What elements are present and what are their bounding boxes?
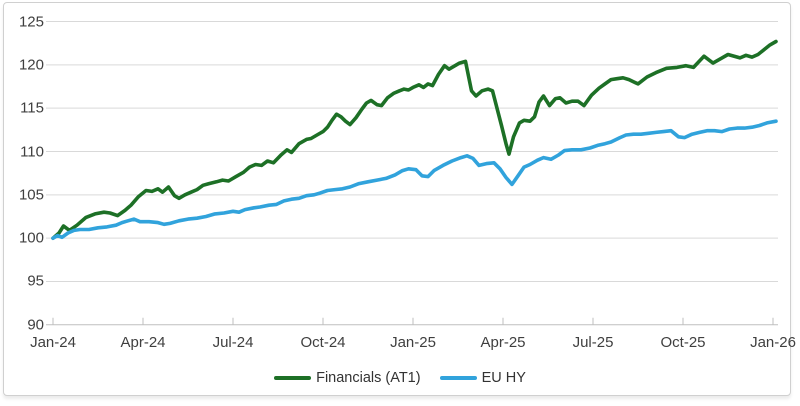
x-tick-label-Apr-24: Apr-24 xyxy=(120,334,166,351)
y-tick-label-125: 125 xyxy=(18,13,44,31)
x-tick-label-Apr-25: Apr-25 xyxy=(480,334,526,351)
legend-swatch-financials-at1 xyxy=(274,375,312,381)
y-tick-label-110: 110 xyxy=(20,143,44,160)
y-tick-label-100: 100 xyxy=(18,229,44,247)
y-tick-label-115: 115 xyxy=(20,99,44,117)
x-tick-label-Jan-26: Jan-26 xyxy=(750,334,796,351)
legend-swatch-eu-hy xyxy=(439,375,477,381)
series-line-eu-hy xyxy=(51,119,778,240)
y-tick-label-105: 105 xyxy=(18,186,44,204)
x-tick-label-Jan-24: Jan-24 xyxy=(30,334,76,351)
legend-label-eu-hy: EU HY xyxy=(481,370,526,386)
chart-legend: Financials (AT1) EU HY xyxy=(0,370,800,386)
x-tick-label-Oct-25: Oct-25 xyxy=(660,334,706,351)
x-tick-label-Oct-24: Oct-24 xyxy=(300,334,346,351)
series-line-financials-at1- xyxy=(51,39,778,240)
y-tick-label-95: 95 xyxy=(27,272,44,290)
x-tick-label-Jul-24: Jul-24 xyxy=(212,334,254,351)
x-tick-label-Jul-25: Jul-25 xyxy=(572,334,614,351)
y-tick-label-120: 120 xyxy=(18,56,44,74)
legend-label-financials-at1: Financials (AT1) xyxy=(316,370,421,386)
x-tick-label-Jan-25: Jan-25 xyxy=(390,334,436,351)
y-tick-label-90: 90 xyxy=(27,316,44,334)
